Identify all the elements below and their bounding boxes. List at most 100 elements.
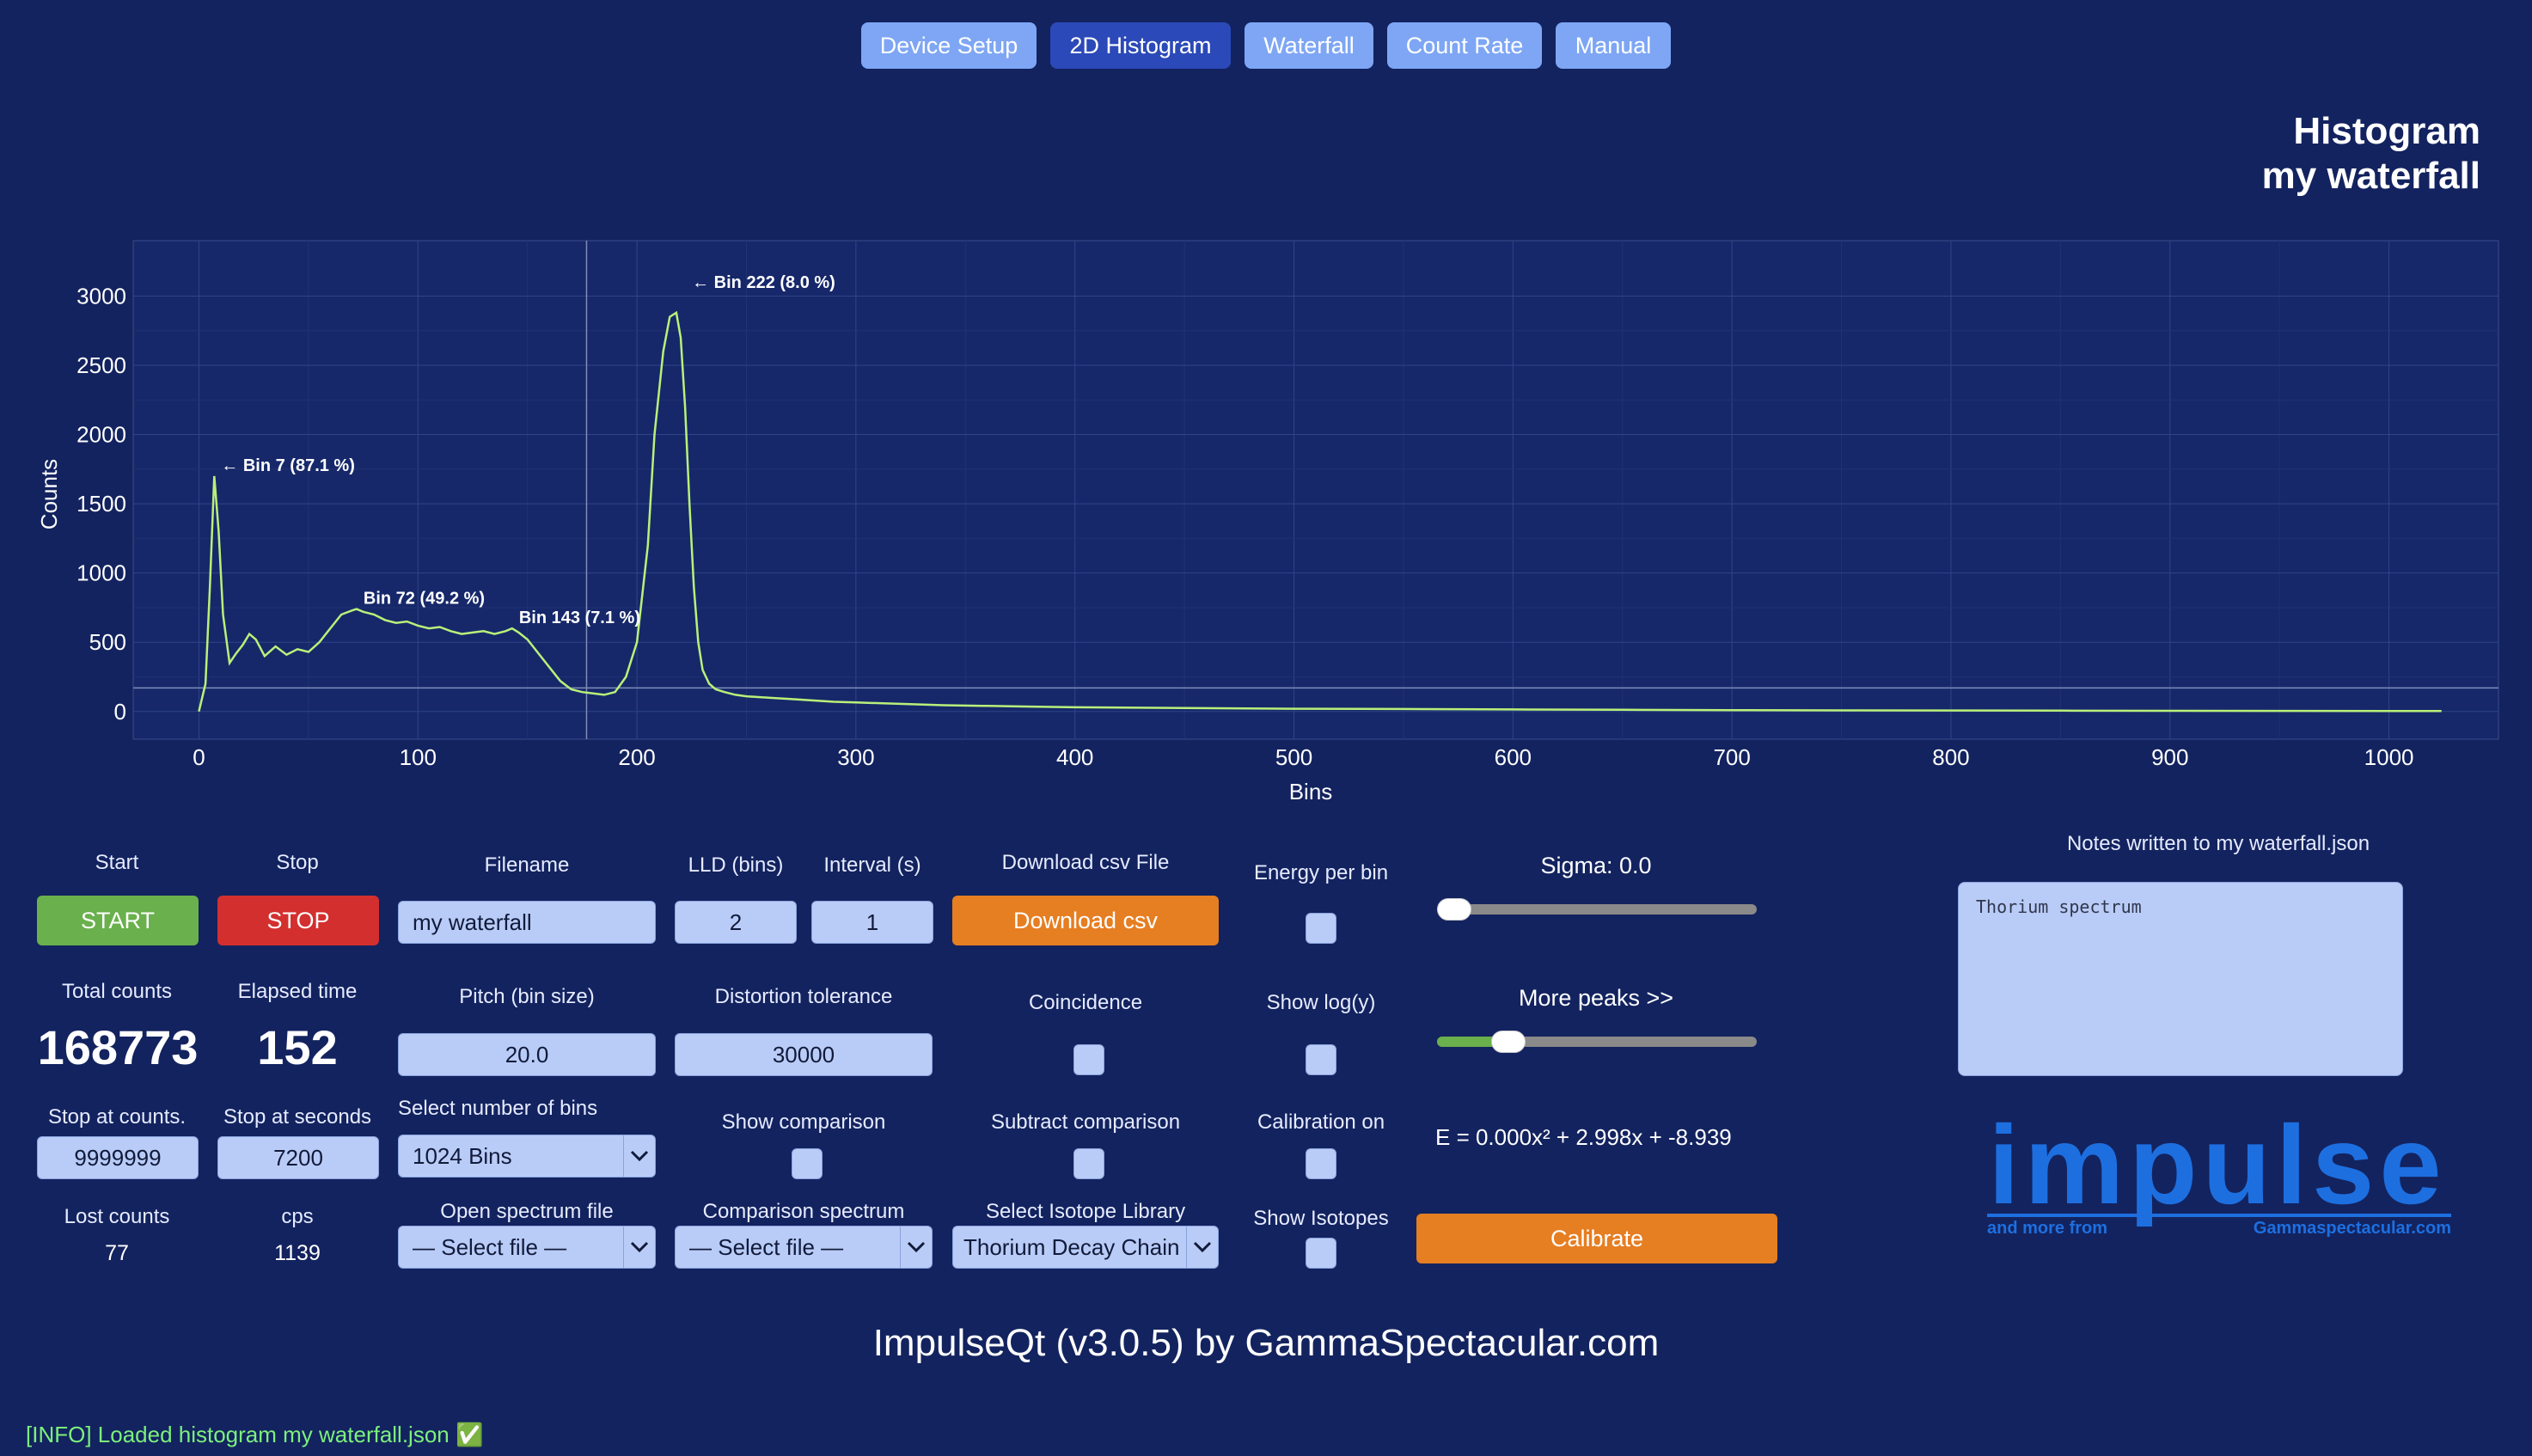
show-comparison-checkbox[interactable] xyxy=(792,1148,823,1179)
bins-select-value: 1024 Bins xyxy=(413,1142,512,1169)
histogram-chart[interactable]: 0 500 1000 1500 2000 2500 3000 0 100 200 300 400 50… xyxy=(0,232,2532,817)
y-tick-label: 2500 xyxy=(76,352,126,378)
y-tick-label: 1000 xyxy=(76,560,126,586)
cps-value: 1139 xyxy=(274,1241,321,1265)
lld-label: LLD (bins) xyxy=(688,853,784,877)
pitch-input[interactable]: 20.0 xyxy=(398,1033,656,1076)
energy-per-bin-checkbox[interactable] xyxy=(1306,913,1336,944)
sigma-label: Sigma: 0.0 xyxy=(1540,853,1652,878)
logo-word: impulse xyxy=(1988,1102,2447,1227)
chart-x-ticks: 0 100 200 300 400 500 600 700 800 900 1000 xyxy=(193,744,2413,770)
open-spectrum-label: Open spectrum file xyxy=(440,1200,614,1223)
subtract-comparison-checkbox[interactable] xyxy=(1073,1148,1104,1179)
tab-device-setup[interactable]: Device Setup xyxy=(861,22,1037,69)
chevron-down-icon xyxy=(623,1227,655,1268)
lost-counts-value: 77 xyxy=(105,1241,129,1265)
logo-left-text: and more from xyxy=(1987,1219,2108,1238)
page-subtitle: my waterfall xyxy=(2261,155,2480,197)
chevron-down-icon xyxy=(1186,1227,1218,1268)
x-axis-label: Bins xyxy=(1289,779,1333,804)
peak-annotation: ← Bin 222 (8.0 %) xyxy=(692,273,835,292)
stop-counts-label: Stop at counts. xyxy=(47,1105,187,1129)
status-message: [INFO] Loaded histogram my waterfall.jso… xyxy=(26,1422,484,1447)
x-tick-label: 300 xyxy=(837,744,874,770)
chevron-down-icon xyxy=(900,1227,932,1268)
spectrum-line xyxy=(198,310,2442,713)
filename-label: Filename xyxy=(484,853,570,877)
isotope-library-value: Thorium Decay Chain xyxy=(963,1233,1180,1260)
calibration-formula: E = 0.000x² + 2.998x + -8.939 xyxy=(1435,1124,1732,1150)
y-tick-label: 500 xyxy=(89,629,126,655)
distortion-input[interactable]: 30000 xyxy=(675,1033,933,1076)
tab-2d-histogram[interactable]: 2D Histogram xyxy=(1050,22,1231,69)
chart-plot-area xyxy=(132,240,2499,740)
x-tick-label: 600 xyxy=(1495,744,1532,770)
x-tick-label: 400 xyxy=(1056,744,1093,770)
elapsed-label: Elapsed time xyxy=(237,980,358,1003)
show-log-label: Show log(y) xyxy=(1266,991,1376,1014)
x-tick-label: 700 xyxy=(1713,744,1750,770)
open-spectrum-select[interactable]: — Select file — xyxy=(398,1226,656,1269)
more-peaks-slider-handle[interactable] xyxy=(1491,1031,1526,1053)
isotope-library-select[interactable]: Thorium Decay Chain xyxy=(952,1226,1219,1269)
logo-underline xyxy=(1987,1214,2451,1217)
pitch-label: Pitch (bin size) xyxy=(459,985,595,1008)
more-peaks-label: More peaks >> xyxy=(1518,985,1674,1011)
total-counts-label: Total counts xyxy=(61,980,173,1003)
x-tick-label: 800 xyxy=(1932,744,1969,770)
stop-seconds-label: Stop at seconds xyxy=(223,1105,372,1129)
x-tick-label: 0 xyxy=(193,744,205,770)
bins-select[interactable]: 1024 Bins xyxy=(398,1135,656,1178)
tab-count-rate[interactable]: Count Rate xyxy=(1387,22,1542,69)
stop-seconds-input[interactable]: 7200 xyxy=(217,1136,379,1179)
lld-input[interactable]: 2 xyxy=(675,901,797,944)
x-tick-label: 900 xyxy=(2151,744,2188,770)
chart-markers xyxy=(133,241,2498,739)
x-tick-label: 1000 xyxy=(2364,744,2414,770)
tab-manual[interactable]: Manual xyxy=(1556,22,1671,69)
coincidence-label: Coincidence xyxy=(1028,991,1143,1014)
comparison-spectrum-value: — Select file — xyxy=(689,1233,844,1260)
coincidence-checkbox[interactable] xyxy=(1073,1044,1104,1075)
chevron-down-icon xyxy=(623,1135,655,1177)
calibrate-button[interactable]: Calibrate xyxy=(1416,1214,1777,1263)
y-tick-label: 0 xyxy=(114,699,126,725)
interval-input[interactable]: 1 xyxy=(811,901,933,944)
tab-waterfall[interactable]: Waterfall xyxy=(1245,22,1373,69)
x-tick-label: 200 xyxy=(618,744,655,770)
show-isotopes-checkbox[interactable] xyxy=(1306,1238,1336,1269)
logo-right-text: Gammaspectacular.com xyxy=(2253,1219,2451,1238)
start-label: Start xyxy=(95,851,139,874)
filename-input[interactable]: my waterfall xyxy=(398,901,656,944)
show-log-checkbox[interactable] xyxy=(1306,1044,1336,1075)
sigma-slider-handle[interactable] xyxy=(1437,898,1471,921)
notes-label: Notes written to my waterfall.json xyxy=(2066,832,2370,855)
calibration-on-checkbox[interactable] xyxy=(1306,1148,1336,1179)
elapsed-value: 152 xyxy=(257,1020,338,1074)
start-button[interactable]: START xyxy=(37,896,199,945)
page-title: Histogram xyxy=(2293,110,2480,152)
isotope-library-label: Select Isotope Library xyxy=(985,1200,1186,1223)
subtract-comparison-label: Subtract comparison xyxy=(990,1110,1181,1134)
y-tick-label: 1500 xyxy=(76,491,126,517)
notes-text: Thorium spectrum xyxy=(1976,896,2142,917)
interval-label: Interval (s) xyxy=(823,853,921,877)
stop-counts-input[interactable]: 9999999 xyxy=(37,1136,199,1179)
impulse-logo: impulse and more from Gammaspectacular.c… xyxy=(1977,1109,2458,1255)
chart-annotations: ← Bin 7 (87.1 %) Bin 72 (49.2 %) Bin 143 (… xyxy=(221,273,835,627)
notes-textarea[interactable]: Thorium spectrum xyxy=(1958,882,2403,1076)
stop-button[interactable]: STOP xyxy=(217,896,379,945)
download-csv-button[interactable]: Download csv xyxy=(952,896,1219,945)
sigma-slider[interactable] xyxy=(1437,904,1757,915)
y-tick-label: 2000 xyxy=(76,422,126,448)
calibration-on-label: Calibration on xyxy=(1257,1110,1385,1134)
y-tick-label: 3000 xyxy=(76,283,126,309)
peak-annotation: Bin 72 (49.2 %) xyxy=(364,590,485,609)
comparison-spectrum-select[interactable]: — Select file — xyxy=(675,1226,933,1269)
lost-counts-label: Lost counts xyxy=(64,1205,170,1228)
download-label: Download csv File xyxy=(1001,851,1170,874)
cps-label: cps xyxy=(281,1205,314,1228)
peak-annotation: Bin 143 (7.1 %) xyxy=(519,609,640,627)
x-tick-label: 100 xyxy=(400,744,437,770)
chart-y-ticks: 0 500 1000 1500 2000 2500 3000 xyxy=(76,283,126,724)
